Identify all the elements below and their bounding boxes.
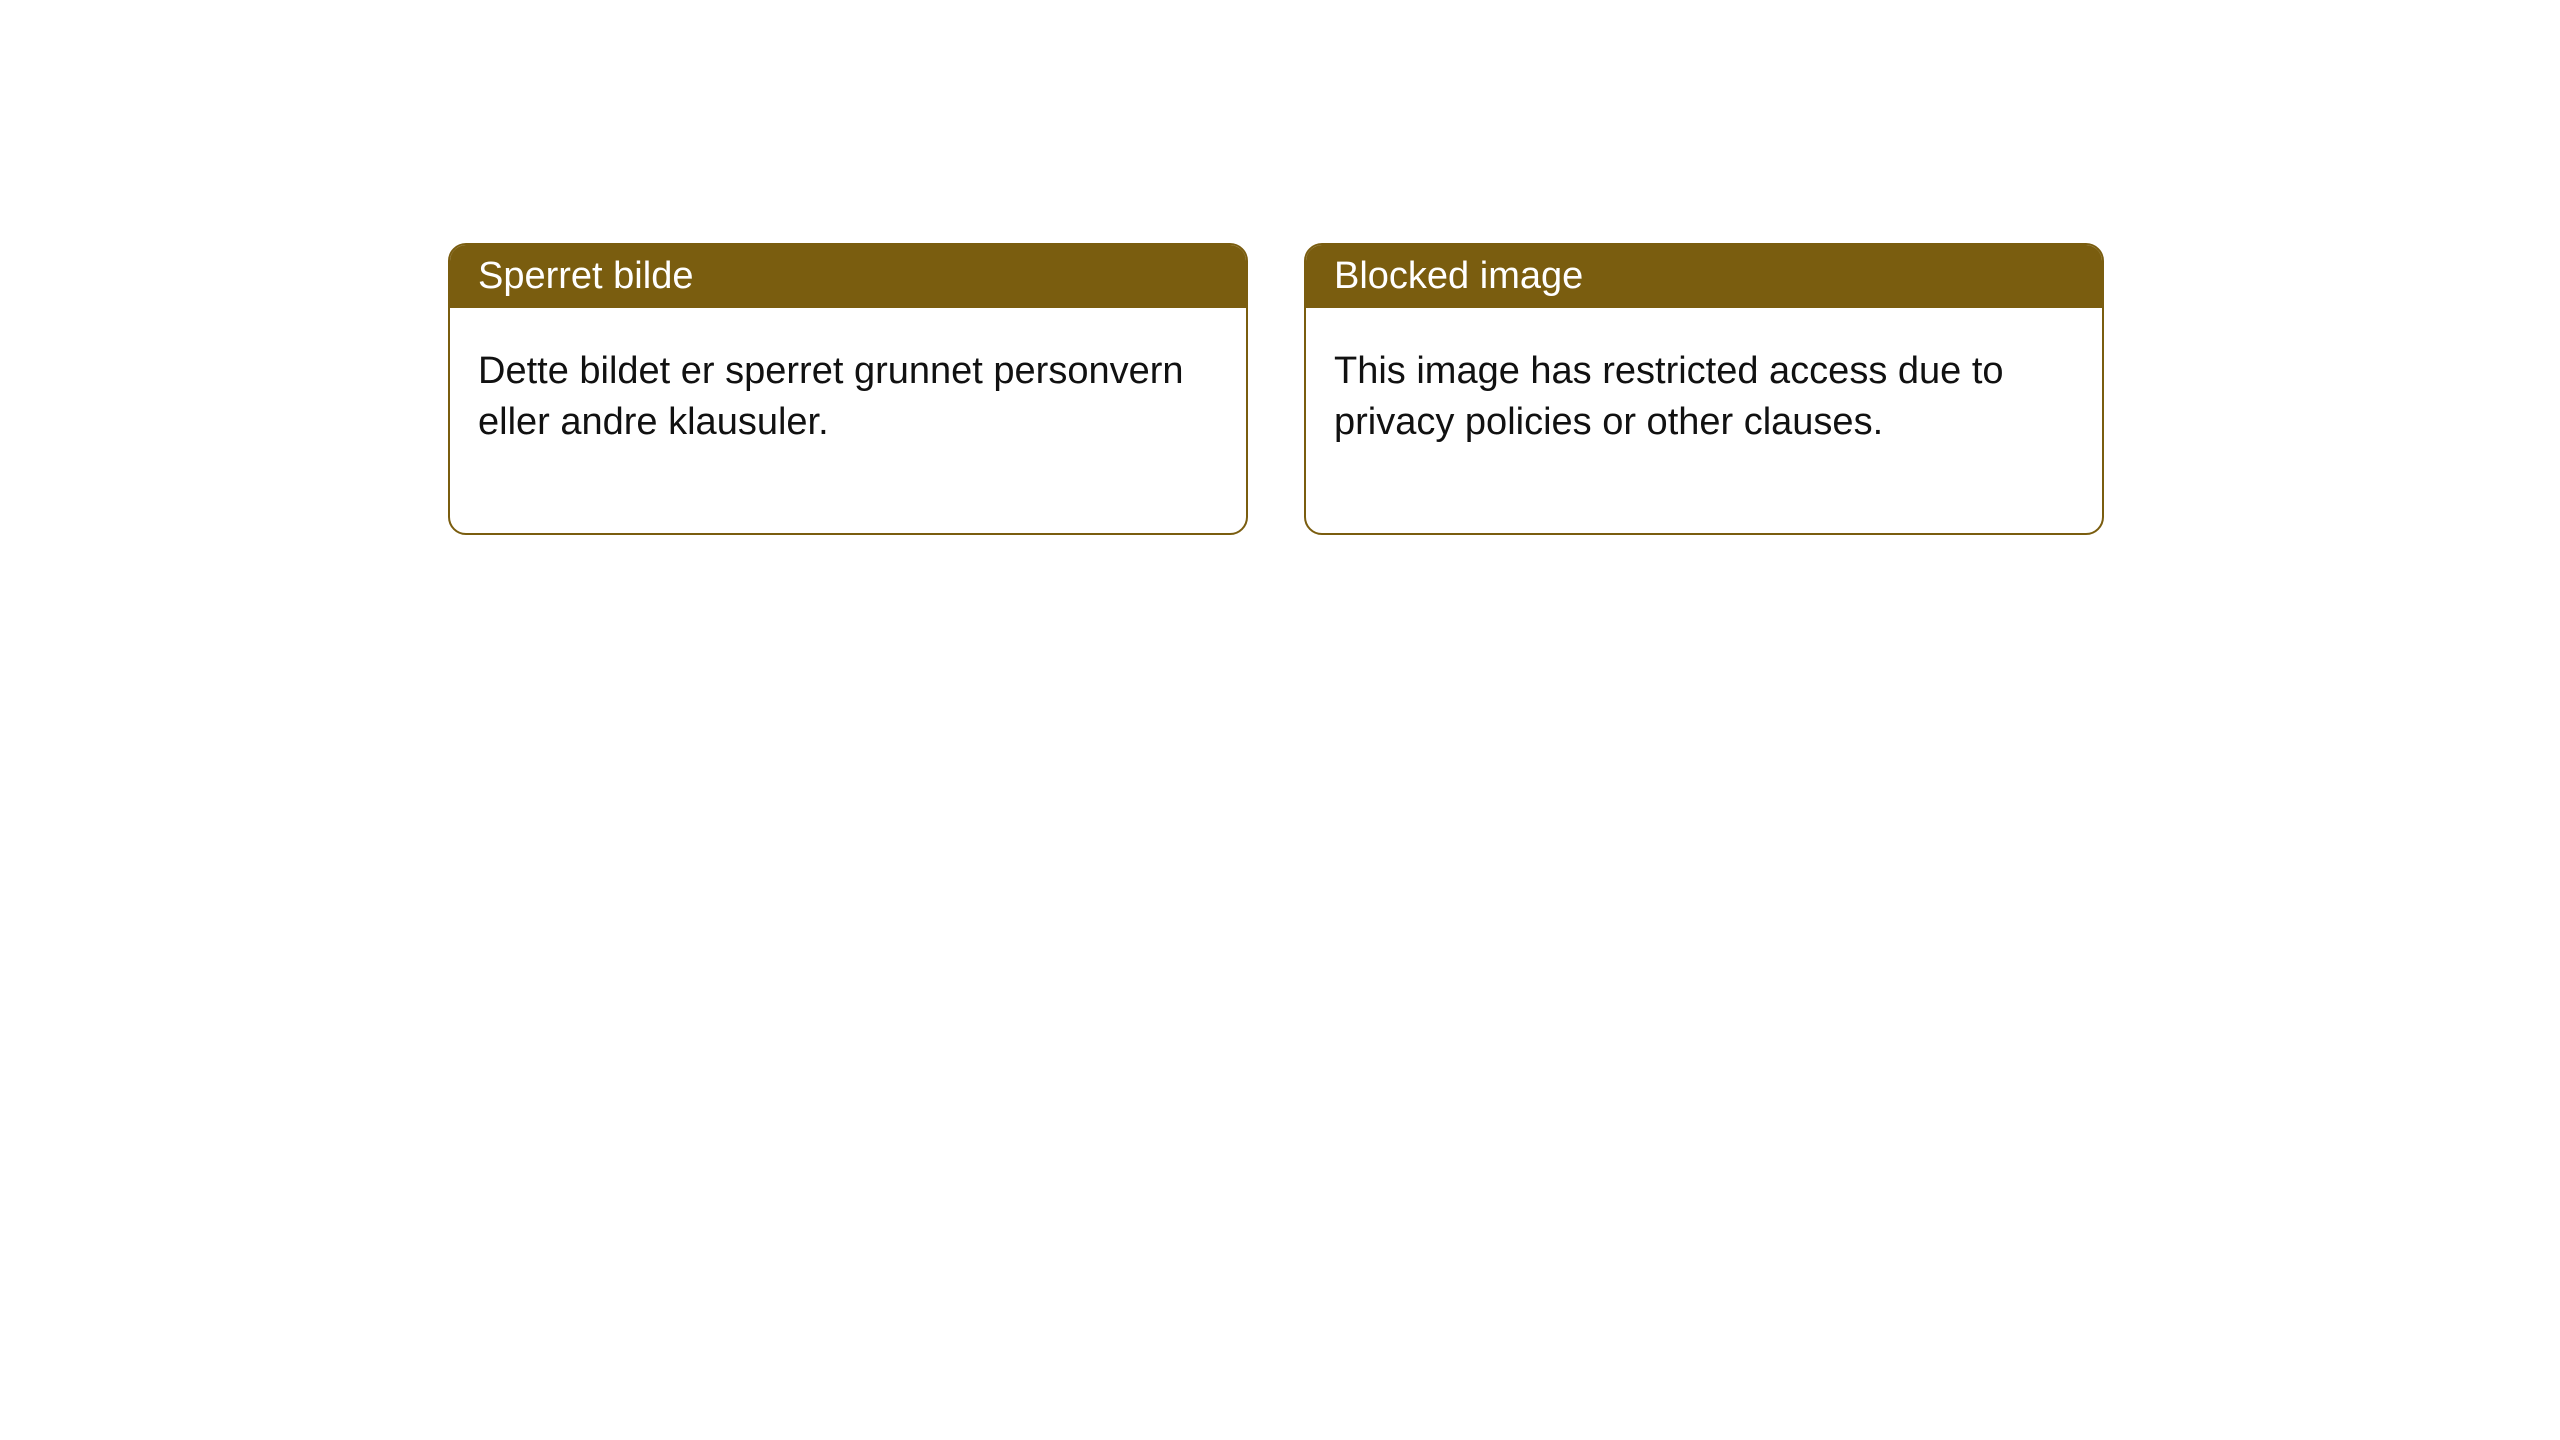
card-header: Blocked image (1306, 245, 2102, 308)
card-message: This image has restricted access due to … (1334, 346, 2074, 449)
cards-container: Sperret bilde Dette bildet er sperret gr… (448, 243, 2104, 535)
card-title: Blocked image (1334, 255, 1583, 297)
card-body: Dette bildet er sperret grunnet personve… (450, 308, 1246, 533)
card-body: This image has restricted access due to … (1306, 308, 2102, 533)
card-header: Sperret bilde (450, 245, 1246, 308)
blocked-image-card-no: Sperret bilde Dette bildet er sperret gr… (448, 243, 1248, 535)
card-message: Dette bildet er sperret grunnet personve… (478, 346, 1218, 449)
blocked-image-card-en: Blocked image This image has restricted … (1304, 243, 2104, 535)
card-title: Sperret bilde (478, 255, 693, 297)
